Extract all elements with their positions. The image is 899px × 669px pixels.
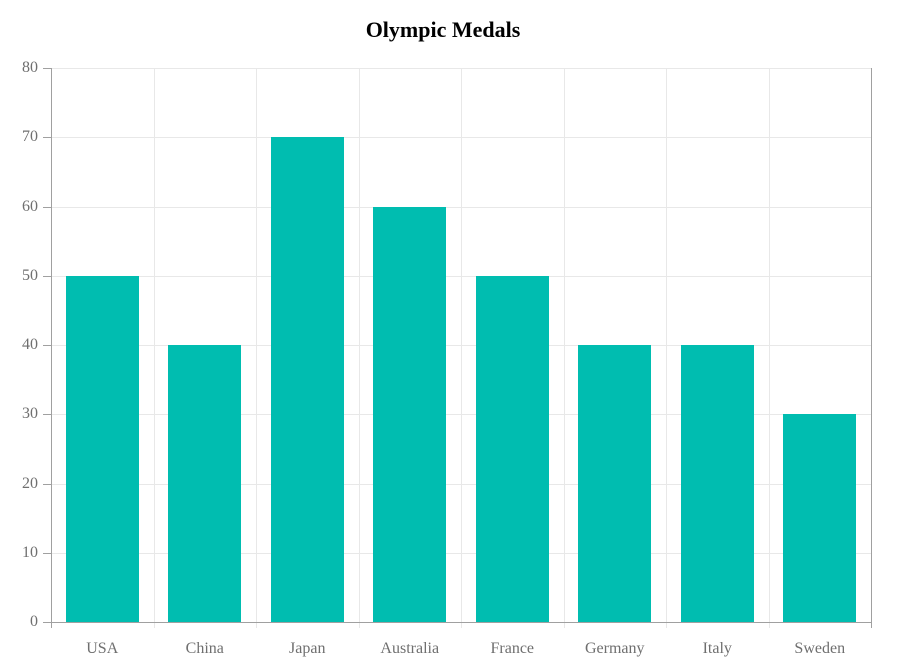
y-axis-tick: [43, 68, 51, 69]
bar-sweden: [783, 414, 857, 622]
y-axis-tick: [43, 345, 51, 346]
x-axis-label-france: France: [490, 640, 535, 657]
y-axis-tick-label: 50: [22, 266, 38, 284]
y-axis-line: [51, 68, 52, 628]
y-axis-tick-label: 60: [22, 197, 38, 215]
x-axis-label-usa: USA: [86, 640, 119, 657]
y-axis-tick: [43, 414, 51, 416]
x-axis-line: [51, 622, 872, 623]
gridline-vertical: [563, 68, 565, 628]
gridline-vertical: [256, 68, 257, 628]
plot-right-border: [871, 68, 872, 628]
x-axis-label-australia: Australia: [380, 640, 440, 657]
gridline-vertical: [768, 68, 770, 628]
x-axis-label-sweden: Sweden: [794, 640, 846, 657]
gridline-vertical: [358, 68, 360, 628]
bar-italy: [680, 345, 754, 622]
y-axis-tick-label: 10: [22, 543, 38, 561]
y-axis-tick-label: 80: [22, 59, 38, 76]
x-axis-label-italy: Italy: [702, 640, 732, 657]
y-axis-tick: [43, 552, 51, 554]
gridline-vertical: [666, 68, 667, 628]
y-axis-tick-label: 40: [22, 336, 38, 353]
gridline-vertical: [461, 68, 462, 628]
y-axis-tick: [43, 275, 51, 277]
gridline-vertical: [153, 68, 155, 628]
y-axis-tick: [43, 483, 51, 485]
bar-china: [168, 345, 242, 622]
y-axis-tick-label: 30: [22, 405, 38, 423]
y-axis-tick-label: 20: [22, 474, 38, 492]
x-axis-label-china: China: [185, 640, 224, 657]
x-axis-label-japan: Japan: [289, 640, 326, 657]
x-axis-label-germany: Germany: [584, 640, 645, 657]
bar-germany: [578, 345, 652, 622]
bar-usa: [65, 275, 139, 622]
y-axis-tick: [43, 622, 51, 623]
y-axis-tick: [43, 137, 51, 139]
bar-australia: [373, 206, 447, 622]
chart-title: Olympic Medals: [365, 17, 521, 42]
bar-japan: [270, 137, 344, 622]
bar-france: [475, 275, 549, 622]
y-axis-tick: [43, 206, 51, 208]
y-axis-tick-label: 0: [30, 613, 38, 630]
y-axis-tick-label: 70: [22, 128, 38, 146]
